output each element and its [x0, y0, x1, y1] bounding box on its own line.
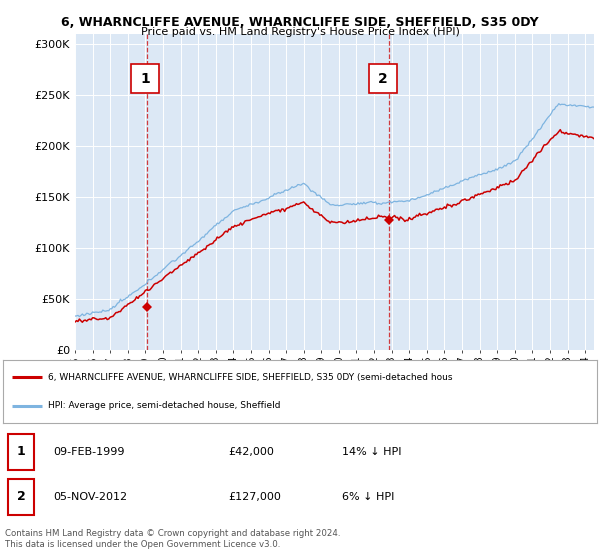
FancyBboxPatch shape — [8, 435, 34, 469]
Text: £42,000: £42,000 — [229, 447, 275, 457]
Text: 09-FEB-1999: 09-FEB-1999 — [53, 447, 125, 457]
Text: Contains HM Land Registry data © Crown copyright and database right 2024.
This d: Contains HM Land Registry data © Crown c… — [5, 529, 340, 549]
Text: 2: 2 — [378, 72, 388, 86]
FancyBboxPatch shape — [8, 479, 34, 515]
Text: 2: 2 — [17, 491, 25, 503]
Text: 14% ↓ HPI: 14% ↓ HPI — [341, 447, 401, 457]
Text: Price paid vs. HM Land Registry's House Price Index (HPI): Price paid vs. HM Land Registry's House … — [140, 27, 460, 37]
Text: £127,000: £127,000 — [229, 492, 281, 502]
Text: 1: 1 — [140, 72, 150, 86]
Text: 1: 1 — [17, 445, 25, 459]
FancyBboxPatch shape — [131, 64, 160, 93]
Text: 05-NOV-2012: 05-NOV-2012 — [53, 492, 128, 502]
Text: HPI: Average price, semi-detached house, Sheffield: HPI: Average price, semi-detached house,… — [47, 402, 280, 410]
Text: 6% ↓ HPI: 6% ↓ HPI — [341, 492, 394, 502]
Text: 6, WHARNCLIFFE AVENUE, WHARNCLIFFE SIDE, SHEFFIELD, S35 0DY (semi-detached hous: 6, WHARNCLIFFE AVENUE, WHARNCLIFFE SIDE,… — [47, 372, 452, 381]
FancyBboxPatch shape — [369, 64, 397, 93]
Text: 6, WHARNCLIFFE AVENUE, WHARNCLIFFE SIDE, SHEFFIELD, S35 0DY: 6, WHARNCLIFFE AVENUE, WHARNCLIFFE SIDE,… — [61, 16, 539, 29]
